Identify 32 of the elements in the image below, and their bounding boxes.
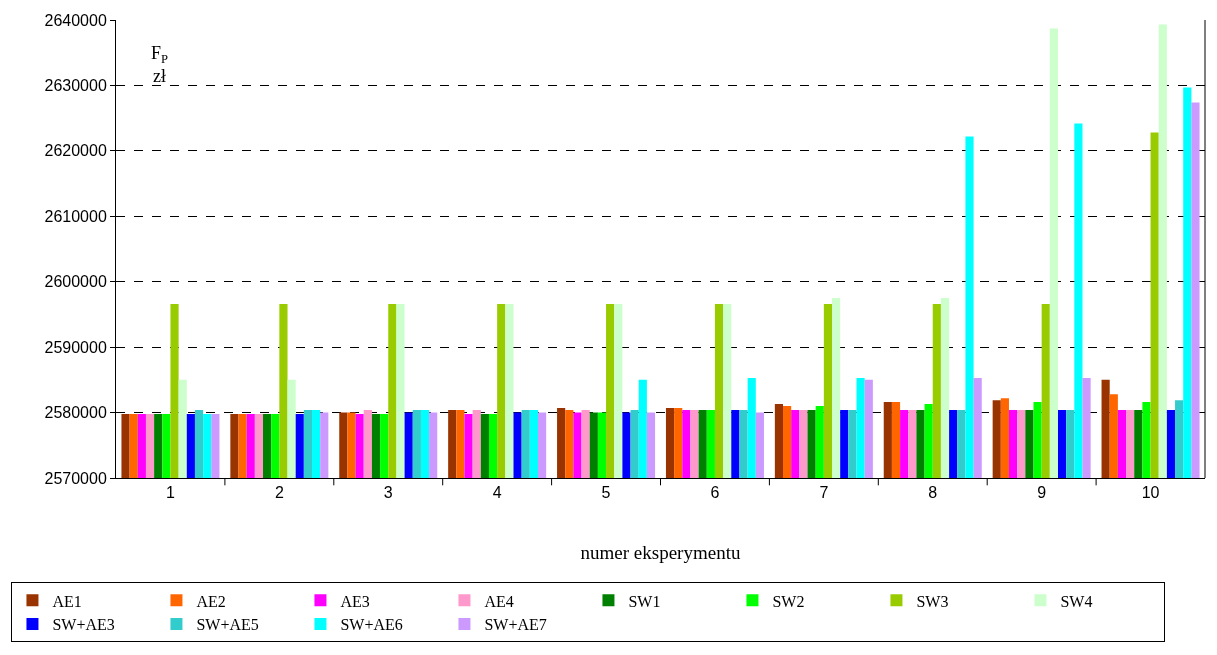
y-tick-label: 2630000	[44, 77, 107, 95]
legend-label: SW+AE3	[52, 616, 115, 634]
legend-label: SW+AE5	[196, 616, 259, 634]
y-axis-title: F$_{P}$ zł	[151, 43, 169, 87]
x-tick-label: 3	[383, 484, 393, 502]
legend-label: AE4	[484, 592, 514, 610]
legend-label: SW+AE7	[484, 616, 547, 634]
y-tick-label: 2590000	[44, 338, 107, 356]
legend-label: SW+AE6	[340, 616, 403, 634]
x-axis-title: numer eksperymentu	[580, 542, 741, 563]
legend-label: SW2	[772, 592, 805, 610]
y-tick-label: 2600000	[44, 273, 107, 291]
y-tick-label: 2640000	[44, 11, 107, 29]
x-tick-label: 8	[928, 484, 938, 502]
legend-label: AE3	[340, 592, 370, 610]
legend-label: SW4	[1060, 592, 1093, 610]
x-tick-label: 2	[274, 484, 284, 502]
legend-label: AE1	[52, 592, 82, 610]
x-tick-label: 4	[492, 484, 502, 502]
legend-label: SW3	[916, 592, 949, 610]
y-tick-label: 2580000	[44, 404, 107, 422]
y-tick-label: 2610000	[44, 207, 107, 225]
x-tick-label: 1	[166, 484, 175, 502]
x-tick-label: 10	[1141, 484, 1160, 502]
x-tick-label: 7	[819, 484, 829, 502]
y-tick-label: 2620000	[44, 142, 107, 160]
legend-label: AE2	[196, 592, 226, 610]
x-tick-label: 5	[601, 484, 611, 502]
legend-label: SW1	[628, 592, 661, 610]
x-tick-label: 6	[710, 484, 720, 502]
y-tick-label: 2570000	[44, 469, 107, 487]
x-tick-label: 9	[1037, 484, 1047, 502]
